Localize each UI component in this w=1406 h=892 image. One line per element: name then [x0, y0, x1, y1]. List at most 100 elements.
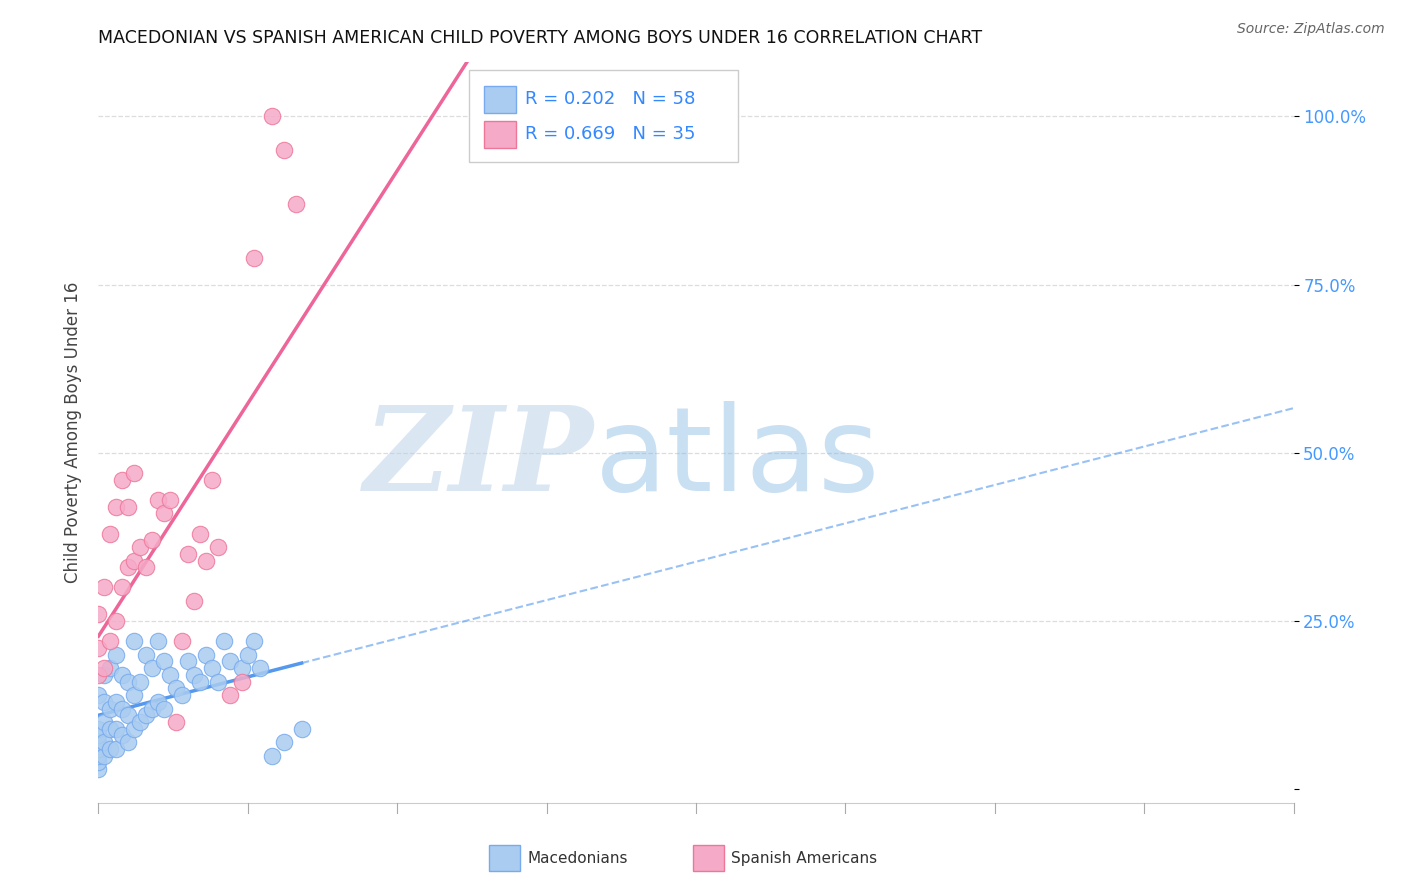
- Point: [117, 735, 139, 749]
- Point: [284, 196, 307, 211]
- Point: [105, 500, 128, 514]
- Point: [177, 547, 200, 561]
- Point: [87, 735, 110, 749]
- Point: [212, 634, 235, 648]
- Point: [105, 722, 128, 736]
- Point: [111, 581, 134, 595]
- Point: [111, 668, 134, 682]
- Point: [129, 540, 152, 554]
- Point: [219, 688, 242, 702]
- Point: [141, 533, 163, 548]
- Point: [201, 473, 224, 487]
- Text: R = 0.202   N = 58: R = 0.202 N = 58: [524, 90, 696, 109]
- FancyBboxPatch shape: [485, 121, 516, 147]
- Point: [188, 674, 211, 689]
- Point: [153, 701, 176, 715]
- Point: [117, 500, 139, 514]
- Point: [111, 701, 134, 715]
- Point: [148, 492, 170, 507]
- Point: [219, 655, 242, 669]
- Text: MACEDONIAN VS SPANISH AMERICAN CHILD POVERTY AMONG BOYS UNDER 16 CORRELATION CHA: MACEDONIAN VS SPANISH AMERICAN CHILD POV…: [98, 29, 983, 47]
- Text: ZIP: ZIP: [364, 401, 595, 516]
- Point: [291, 722, 314, 736]
- Point: [165, 681, 187, 696]
- Point: [273, 735, 295, 749]
- Point: [141, 661, 163, 675]
- Point: [93, 668, 115, 682]
- Point: [124, 634, 146, 648]
- Point: [207, 674, 229, 689]
- Point: [87, 640, 110, 655]
- Point: [201, 661, 224, 675]
- Point: [195, 648, 218, 662]
- Point: [87, 748, 110, 763]
- Point: [141, 701, 163, 715]
- Point: [87, 762, 110, 776]
- Point: [93, 581, 115, 595]
- Point: [183, 668, 205, 682]
- Point: [153, 507, 176, 521]
- Point: [111, 729, 134, 743]
- Point: [124, 466, 146, 480]
- Point: [243, 634, 266, 648]
- Point: [93, 661, 115, 675]
- Text: Macedonians: Macedonians: [527, 851, 627, 865]
- Point: [124, 688, 146, 702]
- Point: [105, 648, 128, 662]
- Point: [148, 695, 170, 709]
- Point: [93, 748, 115, 763]
- Point: [98, 742, 122, 756]
- Point: [260, 748, 283, 763]
- Point: [93, 695, 115, 709]
- Point: [105, 742, 128, 756]
- Point: [236, 648, 259, 662]
- Point: [159, 668, 181, 682]
- Point: [87, 742, 110, 756]
- Point: [111, 473, 134, 487]
- Point: [87, 688, 110, 702]
- Point: [87, 607, 110, 622]
- Point: [260, 109, 283, 123]
- Point: [135, 648, 157, 662]
- Point: [159, 492, 181, 507]
- Point: [243, 251, 266, 265]
- Text: Spanish Americans: Spanish Americans: [731, 851, 877, 865]
- Point: [165, 714, 187, 729]
- FancyBboxPatch shape: [485, 87, 516, 112]
- Point: [87, 668, 110, 682]
- Point: [87, 722, 110, 736]
- FancyBboxPatch shape: [470, 70, 738, 162]
- Text: R = 0.669   N = 35: R = 0.669 N = 35: [524, 125, 696, 144]
- Point: [135, 708, 157, 723]
- Point: [105, 695, 128, 709]
- Point: [129, 714, 152, 729]
- Point: [105, 614, 128, 628]
- Point: [177, 655, 200, 669]
- Point: [98, 526, 122, 541]
- Point: [183, 594, 205, 608]
- Point: [117, 560, 139, 574]
- Point: [153, 655, 176, 669]
- Point: [98, 661, 122, 675]
- Point: [117, 674, 139, 689]
- Point: [148, 634, 170, 648]
- Point: [188, 526, 211, 541]
- Point: [231, 674, 253, 689]
- Point: [273, 143, 295, 157]
- Point: [98, 701, 122, 715]
- Point: [87, 729, 110, 743]
- Point: [129, 674, 152, 689]
- Point: [207, 540, 229, 554]
- Text: atlas: atlas: [595, 401, 880, 516]
- Point: [231, 661, 253, 675]
- Point: [87, 756, 110, 770]
- Point: [135, 560, 157, 574]
- Point: [124, 553, 146, 567]
- Point: [172, 688, 194, 702]
- Point: [98, 634, 122, 648]
- Point: [98, 722, 122, 736]
- Y-axis label: Child Poverty Among Boys Under 16: Child Poverty Among Boys Under 16: [63, 282, 82, 583]
- Point: [93, 735, 115, 749]
- Point: [93, 714, 115, 729]
- Point: [172, 634, 194, 648]
